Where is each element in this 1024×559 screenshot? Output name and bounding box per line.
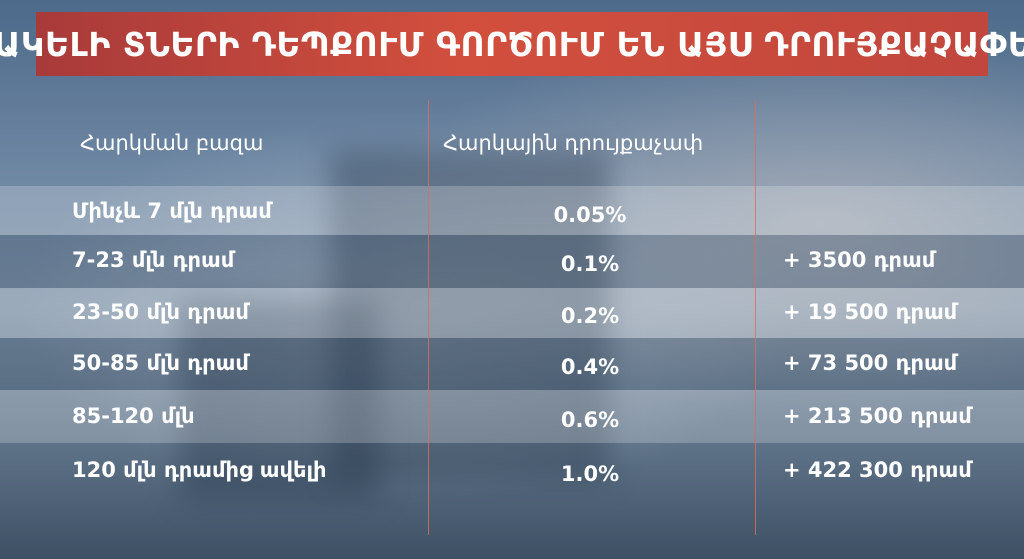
tax-rate: 0.6% <box>560 408 620 432</box>
title-bar: ԲՆԱԿԵԼԻ ՏՆԵՐԻ ԴԵՊՔՈՒՄ ԳՈՐԾՈՒՄ ԵՆ ԱՅՍ ԴՐՈ… <box>0 12 1024 76</box>
row-band <box>0 390 1024 443</box>
column-divider <box>428 100 429 535</box>
tax-rate: 0.2% <box>560 304 620 328</box>
tax-base: 50-85 մլն դրամ <box>72 351 249 375</box>
fixed-addition: + 19 500 դրամ <box>783 300 958 324</box>
column-header: Հարկման բազա <box>80 131 264 155</box>
fixed-addition: + 422 300 դրամ <box>783 458 972 482</box>
title: ԲՆԱԿԵԼԻ ՏՆԵՐԻ ԴԵՊՔՈՒՄ ԳՈՐԾՈՒՄ ԵՆ ԱՅՍ ԴՐՈ… <box>0 24 1024 64</box>
tax-base: 23-50 մլն դրամ <box>72 300 249 324</box>
tax-base: 85-120 մլն <box>72 404 195 428</box>
tax-base: Մինչև 7 մլն դրամ <box>72 199 272 223</box>
tax-base: 7-23 մլն դրամ <box>72 248 235 272</box>
fixed-addition: + 213 500 դրամ <box>783 404 972 428</box>
tax-rate: 1.0% <box>560 462 620 486</box>
column-divider <box>755 100 756 535</box>
background-shape <box>180 300 380 500</box>
tax-rate: 0.05% <box>553 203 627 227</box>
row-band <box>0 235 1024 288</box>
row-band <box>0 338 1024 390</box>
tax-base: 120 մլն դրամից ավելի <box>72 458 327 482</box>
column-header: Հարկային դրույքաչափ <box>443 131 704 155</box>
row-band <box>0 186 1024 235</box>
tax-rate: 0.1% <box>560 252 620 276</box>
tax-rate: 0.4% <box>560 355 620 379</box>
background-shape <box>330 150 610 480</box>
fixed-addition: + 73 500 դրամ <box>783 351 958 375</box>
fixed-addition: + 3500 դրամ <box>783 248 936 272</box>
row-band <box>0 288 1024 338</box>
